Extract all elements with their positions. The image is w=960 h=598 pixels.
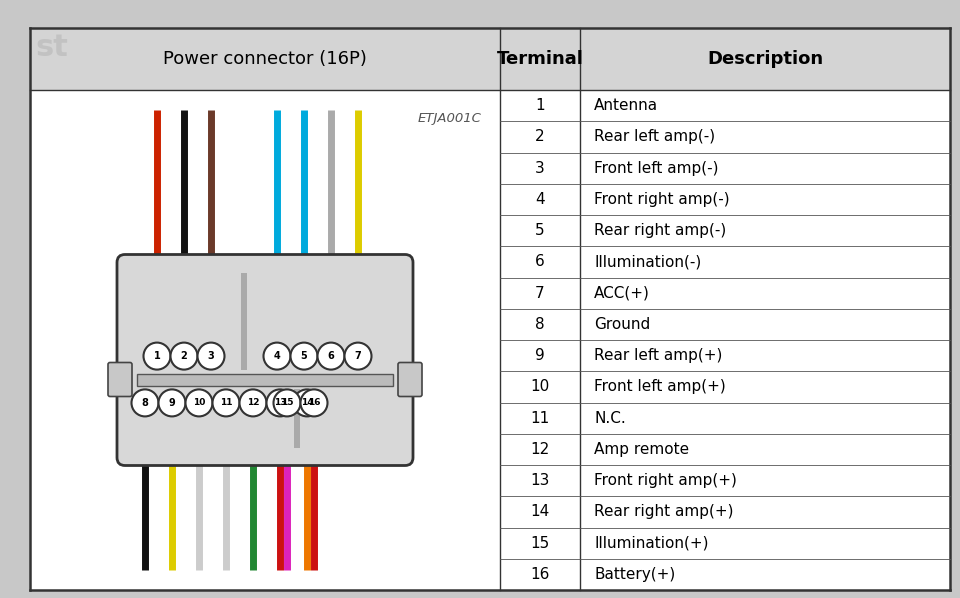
Text: 16: 16 xyxy=(530,567,550,582)
Text: 11: 11 xyxy=(220,398,232,407)
Text: 4: 4 xyxy=(535,192,545,207)
Text: 14: 14 xyxy=(300,398,313,407)
Text: 11: 11 xyxy=(530,411,550,426)
Text: 2: 2 xyxy=(180,351,187,361)
Circle shape xyxy=(185,389,212,416)
Text: Battery(+): Battery(+) xyxy=(594,567,675,582)
Text: Terminal: Terminal xyxy=(496,50,584,68)
Circle shape xyxy=(345,343,372,370)
Text: Front left amp(-): Front left amp(-) xyxy=(594,161,718,176)
Text: 2: 2 xyxy=(535,129,545,144)
Bar xyxy=(241,273,247,370)
Text: st: st xyxy=(35,33,68,62)
Text: 10: 10 xyxy=(530,379,550,394)
Text: 12: 12 xyxy=(530,442,550,457)
Circle shape xyxy=(198,343,225,370)
Circle shape xyxy=(294,389,321,416)
Text: Antenna: Antenna xyxy=(594,98,659,113)
FancyBboxPatch shape xyxy=(117,255,413,465)
FancyBboxPatch shape xyxy=(398,362,422,396)
Circle shape xyxy=(143,343,171,370)
Circle shape xyxy=(274,389,300,416)
Text: 6: 6 xyxy=(535,254,545,269)
Text: 9: 9 xyxy=(169,398,176,408)
Text: 10: 10 xyxy=(193,398,205,407)
Text: 3: 3 xyxy=(535,161,545,176)
FancyBboxPatch shape xyxy=(108,362,132,396)
Bar xyxy=(30,28,950,90)
Text: Rear right amp(+): Rear right amp(+) xyxy=(594,504,733,520)
Text: Rear right amp(-): Rear right amp(-) xyxy=(594,223,727,238)
Text: 9: 9 xyxy=(535,348,545,363)
Circle shape xyxy=(318,343,345,370)
Circle shape xyxy=(158,389,185,416)
Text: Power connector (16P): Power connector (16P) xyxy=(163,50,367,68)
Text: 5: 5 xyxy=(300,351,307,361)
Bar xyxy=(137,374,393,386)
Text: Amp remote: Amp remote xyxy=(594,442,689,457)
Text: ACC(+): ACC(+) xyxy=(594,286,650,301)
Text: ETJA001C: ETJA001C xyxy=(419,112,482,125)
Text: 1: 1 xyxy=(535,98,545,113)
Text: 5: 5 xyxy=(535,223,545,238)
Text: 1: 1 xyxy=(154,351,160,361)
Text: Front right amp(-): Front right amp(-) xyxy=(594,192,730,207)
Text: 16: 16 xyxy=(308,398,321,407)
Text: N.C.: N.C. xyxy=(594,411,626,426)
Text: 7: 7 xyxy=(354,351,361,361)
Circle shape xyxy=(239,389,267,416)
Text: 12: 12 xyxy=(247,398,259,407)
Text: Front right amp(+): Front right amp(+) xyxy=(594,473,737,488)
Text: Front left amp(+): Front left amp(+) xyxy=(594,379,726,394)
Text: 7: 7 xyxy=(535,286,545,301)
Circle shape xyxy=(132,389,158,416)
Text: 15: 15 xyxy=(530,536,550,551)
Circle shape xyxy=(212,389,239,416)
Circle shape xyxy=(300,389,327,416)
Text: 6: 6 xyxy=(327,351,334,361)
Text: 8: 8 xyxy=(141,398,149,408)
Bar xyxy=(294,389,300,447)
Circle shape xyxy=(263,343,291,370)
Circle shape xyxy=(291,343,318,370)
Text: 13: 13 xyxy=(274,398,286,407)
Text: Illumination(-): Illumination(-) xyxy=(594,254,701,269)
Text: 13: 13 xyxy=(530,473,550,488)
Text: Ground: Ground xyxy=(594,317,650,332)
Text: 8: 8 xyxy=(535,317,545,332)
Text: 4: 4 xyxy=(274,351,280,361)
Circle shape xyxy=(267,389,294,416)
Text: Rear left amp(+): Rear left amp(+) xyxy=(594,348,722,363)
Text: 15: 15 xyxy=(280,398,293,407)
Text: Rear left amp(-): Rear left amp(-) xyxy=(594,129,715,144)
Text: 14: 14 xyxy=(530,504,550,520)
Text: Illumination(+): Illumination(+) xyxy=(594,536,708,551)
Text: 3: 3 xyxy=(207,351,214,361)
Circle shape xyxy=(171,343,198,370)
Text: Description: Description xyxy=(707,50,823,68)
